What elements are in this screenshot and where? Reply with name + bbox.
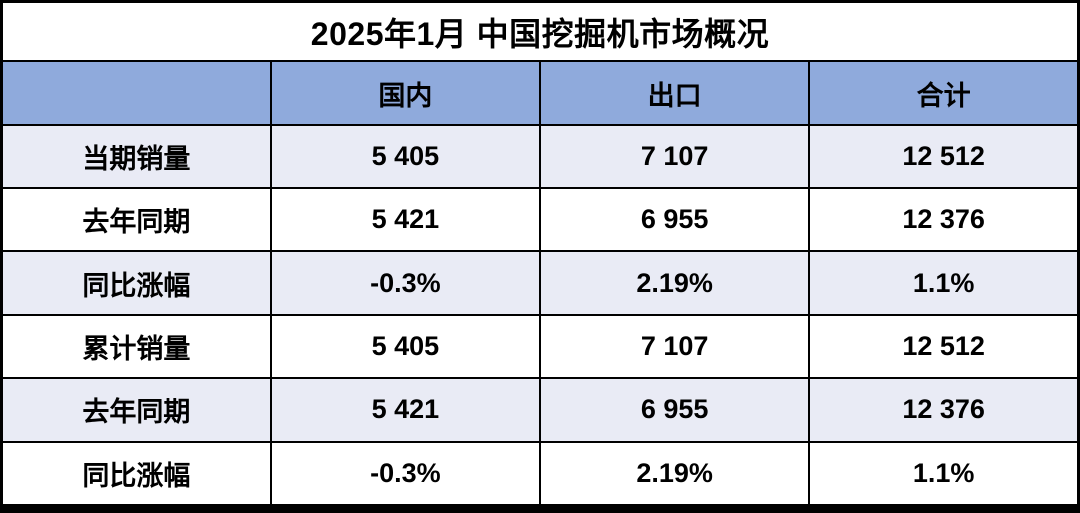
- page-title: 2025年1月 中国挖掘机市场概况: [0, 0, 1080, 63]
- cell-domestic: 5 421: [269, 187, 542, 253]
- cell-total: 1.1%: [808, 440, 1080, 510]
- column-header-blank: [0, 60, 272, 126]
- cell-total: 1.1%: [808, 250, 1080, 316]
- table-row-current-sales: 当期销量 5 405 7 107 12 512: [0, 123, 1080, 190]
- cell-export: 2.19%: [538, 440, 811, 510]
- cell-export: 2.19%: [538, 250, 811, 316]
- cell-export: 7 107: [538, 123, 811, 190]
- table-title-row: 2025年1月 中国挖掘机市场概况: [0, 0, 1080, 63]
- table-row-yoy-change-cumulative: 同比涨幅 -0.3% 2.19% 1.1%: [0, 440, 1080, 510]
- row-label: 当期销量: [0, 123, 272, 190]
- table-row-last-year-cumulative: 去年同期 5 421 6 955 12 376: [0, 377, 1080, 443]
- column-header-domestic: 国内: [269, 60, 542, 126]
- cell-total: 12 376: [808, 377, 1080, 443]
- cell-export: 7 107: [538, 313, 811, 380]
- row-label: 去年同期: [0, 187, 272, 253]
- row-label: 同比涨幅: [0, 440, 272, 510]
- cell-domestic: 5 405: [269, 313, 542, 380]
- column-header-export: 出口: [538, 60, 811, 126]
- table-header-row: 国内 出口 合计: [0, 60, 1080, 126]
- row-label: 同比涨幅: [0, 250, 272, 316]
- column-header-total: 合计: [808, 60, 1080, 126]
- row-label: 累计销量: [0, 313, 272, 380]
- cell-total: 12 512: [808, 313, 1080, 380]
- row-label: 去年同期: [0, 377, 272, 443]
- cell-domestic: 5 405: [269, 123, 542, 190]
- cell-export: 6 955: [538, 187, 811, 253]
- table-row-last-year: 去年同期 5 421 6 955 12 376: [0, 187, 1080, 253]
- table-row-yoy-change: 同比涨幅 -0.3% 2.19% 1.1%: [0, 250, 1080, 316]
- cell-export: 6 955: [538, 377, 811, 443]
- cell-domestic: 5 421: [269, 377, 542, 443]
- table-row-cumulative-sales: 累计销量 5 405 7 107 12 512: [0, 313, 1080, 380]
- cell-domestic: -0.3%: [269, 440, 542, 510]
- cell-domestic: -0.3%: [269, 250, 542, 316]
- cell-total: 12 512: [808, 123, 1080, 190]
- cell-total: 12 376: [808, 187, 1080, 253]
